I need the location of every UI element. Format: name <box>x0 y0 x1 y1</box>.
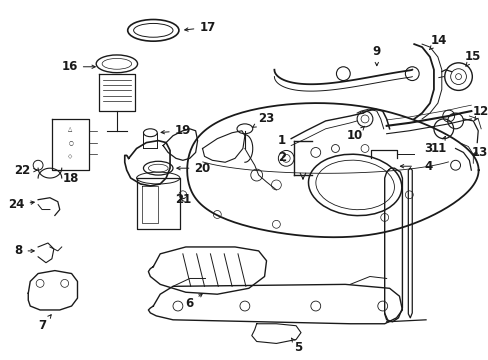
Text: 14: 14 <box>428 34 446 50</box>
Text: 23: 23 <box>252 112 274 127</box>
Text: 19: 19 <box>161 124 191 137</box>
Text: 7: 7 <box>38 315 51 332</box>
Text: 6: 6 <box>185 294 202 310</box>
Text: 9: 9 <box>372 45 380 66</box>
Text: △: △ <box>68 126 73 131</box>
Text: 3: 3 <box>423 142 431 155</box>
Text: 11: 11 <box>430 136 446 155</box>
Text: 15: 15 <box>464 50 481 66</box>
Text: 16: 16 <box>61 60 95 73</box>
Text: ○: ○ <box>68 140 73 145</box>
Text: 5: 5 <box>291 338 302 354</box>
Text: 2: 2 <box>278 151 285 164</box>
Text: ◇: ◇ <box>68 154 73 159</box>
Text: 21: 21 <box>174 193 191 206</box>
Text: 12: 12 <box>472 104 488 121</box>
Text: 17: 17 <box>184 21 215 34</box>
Text: 10: 10 <box>346 126 364 142</box>
Text: 8: 8 <box>14 244 34 257</box>
Text: 20: 20 <box>177 162 210 175</box>
Text: 1: 1 <box>278 134 285 147</box>
Text: 4: 4 <box>423 160 431 173</box>
Text: 13: 13 <box>471 146 488 159</box>
Text: 22: 22 <box>14 164 37 177</box>
Text: 24: 24 <box>8 198 34 211</box>
Text: 18: 18 <box>62 171 79 185</box>
